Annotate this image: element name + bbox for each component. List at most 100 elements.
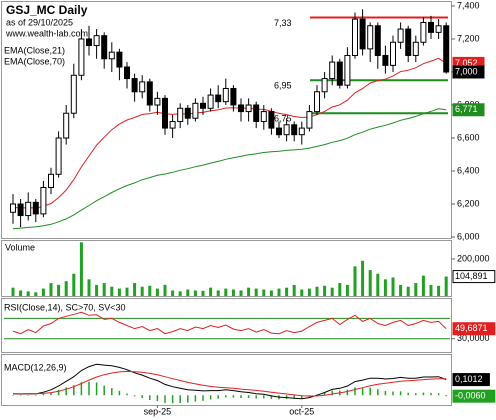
candle-body [108, 51, 115, 60]
volume-bar [57, 284, 61, 296]
y-tick-label: 6,200 [457, 198, 480, 208]
macd-histogram-bar [95, 382, 98, 396]
macd-histogram-bar [65, 387, 67, 396]
candle-body [268, 111, 275, 129]
volume-bar [399, 284, 403, 296]
candle-body [192, 102, 199, 119]
macd-histogram-bar [133, 395, 136, 397]
candle-body [10, 203, 16, 213]
macd-histogram-bar [301, 395, 303, 399]
candle-body [428, 21, 434, 33]
macd-histogram-bar [42, 394, 45, 396]
rsi-panel [1, 298, 452, 353]
y-tick-label: 200,000 [457, 253, 490, 263]
candle-body [124, 66, 130, 80]
volume-bar [140, 286, 144, 296]
macd-histogram-bar [354, 387, 356, 396]
volume-bar [102, 283, 106, 296]
macd-histogram-bar [118, 390, 121, 396]
volume-bar [231, 289, 235, 296]
macd-histogram-bar [164, 395, 166, 403]
candle-body [139, 81, 146, 93]
macd-histogram-bar [35, 395, 37, 396]
macd-histogram-bar [384, 391, 387, 396]
macd-histogram-bar [19, 395, 22, 396]
volume-bar [307, 288, 311, 296]
value-badge-label: 6,771 [455, 104, 478, 114]
macd-histogram-bar [407, 392, 409, 396]
candle-body [116, 51, 123, 68]
macd-line [12, 363, 447, 400]
y-tick-label: 7,400 [457, 0, 480, 10]
macd-histogram-bar [445, 395, 447, 397]
macd-histogram-bar [149, 395, 151, 401]
volume-bar [110, 286, 114, 296]
macd-histogram-bar [73, 385, 75, 396]
volume-bar [95, 284, 99, 296]
macd-histogram-bar [392, 391, 394, 396]
value-badge-label: 7,000 [455, 66, 478, 76]
macd-histogram-bar [240, 395, 242, 399]
macd-histogram-bar [156, 395, 159, 401]
volume-bar [330, 287, 334, 296]
macd-histogram-bar [285, 395, 288, 399]
legend-entry: EMA(Close,21) [4, 45, 65, 55]
macd-histogram-bar [194, 395, 197, 402]
candle-body [207, 94, 214, 109]
volume-bar [300, 289, 304, 296]
macd-histogram-bar [187, 395, 189, 403]
candle-body [32, 201, 39, 215]
candle-body [101, 35, 108, 60]
macd-histogram-bar [263, 395, 265, 399]
volume-bar [79, 242, 83, 296]
volume-bar [133, 283, 137, 296]
volume-bar [292, 284, 296, 296]
volume-bar [376, 273, 380, 296]
volume-bar [254, 288, 258, 296]
volume-bar [26, 291, 30, 296]
macd-histogram-bar [50, 392, 52, 396]
volume-bar [437, 285, 441, 296]
volume-bar [345, 284, 349, 296]
candle-body [390, 41, 396, 66]
volume-bar [269, 290, 273, 296]
macd-histogram-bar [323, 392, 326, 396]
macd-histogram-bar [415, 393, 417, 396]
candle-body [420, 21, 427, 43]
volume-bar [155, 288, 159, 296]
macd-histogram-bar [232, 395, 235, 398]
volume-bar [338, 283, 342, 296]
macd-histogram-bar [171, 395, 174, 404]
candle-body [260, 111, 267, 122]
candle-body [238, 104, 244, 113]
candle-body [253, 104, 260, 122]
macd-line [13, 370, 447, 397]
macd-histogram-bar [209, 395, 212, 400]
macd-histogram-bar [437, 393, 440, 396]
macd-histogram-bar [255, 395, 257, 399]
volume-bar [34, 292, 38, 296]
candle-body [63, 112, 70, 139]
y-tick-label: 6,600 [457, 132, 480, 142]
macd-histogram-bar [12, 395, 14, 396]
value-badge [452, 270, 496, 284]
volume-bar [353, 266, 357, 296]
volume-bar [117, 288, 121, 296]
candle-body [169, 120, 176, 129]
y-tick-label: 7,200 [457, 33, 480, 43]
y-tick-label: 6,400 [457, 165, 480, 175]
candle-body [48, 173, 54, 188]
price-level-label: 6,75 [274, 114, 292, 124]
volume-panel [1, 240, 452, 297]
macd-histogram-bar [141, 395, 143, 399]
legend-entry: EMA(Close,70) [4, 56, 65, 66]
candle-body [40, 186, 47, 215]
x-tick-label: sep-25 [144, 406, 172, 416]
macd-histogram-bar [369, 387, 371, 396]
price-panel [1, 1, 452, 239]
as-of-date: as of 29/10/2025 [6, 17, 73, 27]
candle-body [329, 61, 336, 80]
x-tick-label: oct-25 [289, 406, 314, 416]
candle-body [230, 87, 237, 106]
macd-histogram-bar [111, 388, 113, 396]
